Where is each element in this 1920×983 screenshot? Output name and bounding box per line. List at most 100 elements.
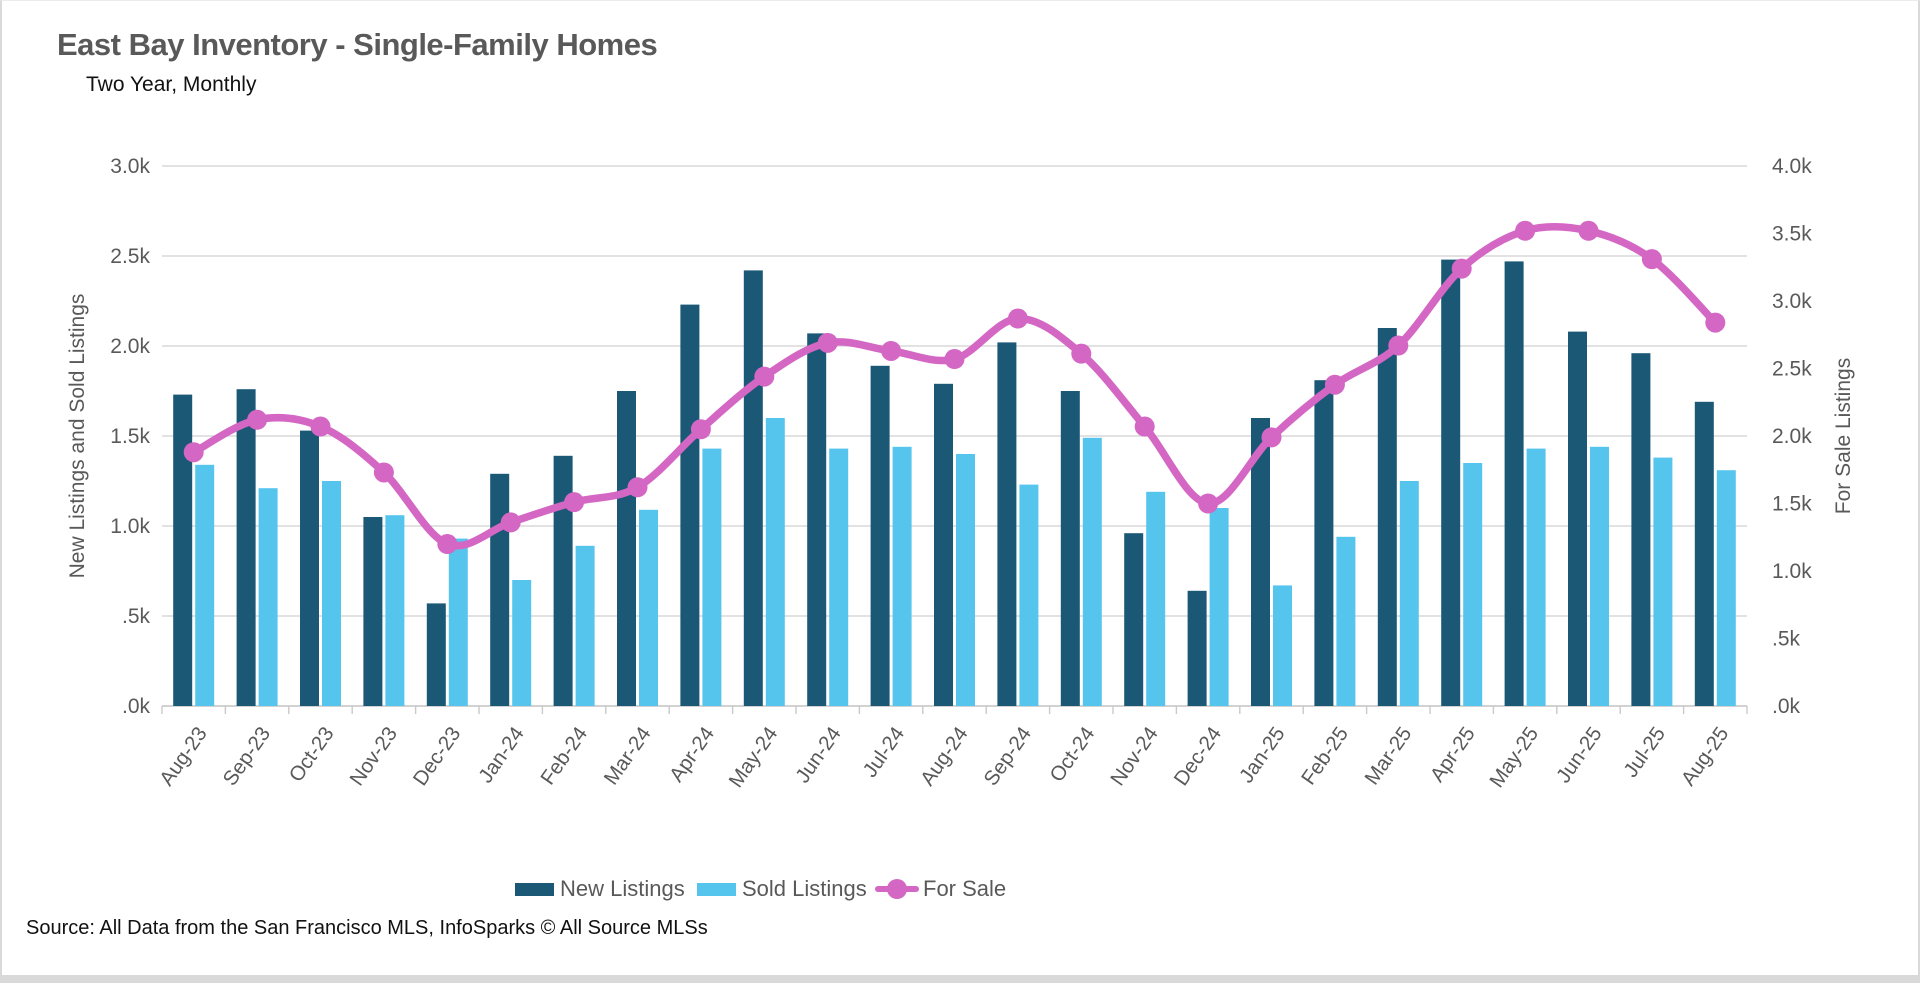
bar-new-listings-May-25[interactable] [1504, 261, 1524, 706]
right-axis-tick-label: 2.0k [1772, 425, 1812, 448]
x-axis-label: Dec-23 [409, 723, 466, 790]
bar-sold-listings-Jan-24[interactable] [512, 580, 532, 706]
legend-dot-for-sale [887, 879, 907, 899]
bar-new-listings-Oct-23[interactable] [300, 430, 319, 706]
for-sale-point-Feb-24[interactable] [564, 492, 585, 513]
bar-sold-listings-Mar-24[interactable] [639, 509, 658, 706]
bar-sold-listings-Jul-25[interactable] [1653, 457, 1673, 706]
for-sale-point-Feb-25[interactable] [1324, 374, 1345, 395]
x-axis-label: May-25 [1485, 723, 1543, 792]
bar-new-listings-Jan-25[interactable] [1251, 418, 1270, 706]
bar-new-listings-Apr-25[interactable] [1441, 259, 1461, 706]
bar-sold-listings-Feb-24[interactable] [575, 545, 595, 706]
bar-new-listings-May-24[interactable] [743, 270, 763, 706]
x-axis-label: Aug-25 [1677, 723, 1734, 790]
for-sale-point-Jun-24[interactable] [817, 332, 838, 353]
for-sale-point-Mar-25[interactable] [1388, 335, 1409, 356]
bar-new-listings-Mar-24[interactable] [617, 391, 636, 706]
for-sale-point-Jul-25[interactable] [1641, 249, 1662, 270]
bar-sold-listings-Jul-24[interactable] [892, 446, 912, 706]
for-sale-point-Sep-24[interactable] [1007, 308, 1028, 329]
legend-item-for-sale[interactable]: For Sale [875, 875, 1006, 903]
right-axis-tick-label: 1.0k [1772, 560, 1812, 583]
right-axis-tick-label: .5k [1772, 628, 1801, 651]
x-axis-label: May-24 [724, 723, 782, 792]
bottom-scrollbar-track [2, 975, 1918, 983]
bar-new-listings-Feb-24[interactable] [553, 455, 573, 706]
for-sale-point-Aug-24[interactable] [944, 349, 965, 370]
for-sale-line[interactable] [189, 222, 1720, 550]
bar-sold-listings-May-25[interactable] [1526, 448, 1546, 706]
bar-sold-listings-Aug-25[interactable] [1716, 470, 1736, 706]
for-sale-point-Mar-24[interactable] [627, 477, 648, 498]
bar-new-listings-Sep-23[interactable] [236, 389, 256, 706]
for-sale-point-Dec-23[interactable] [437, 534, 458, 554]
bar-sold-listings-Oct-23[interactable] [322, 481, 341, 706]
bar-sold-listings-Sep-24[interactable] [1019, 484, 1039, 706]
right-axis-tick-label: 3.0k [1772, 290, 1812, 313]
x-axis-label: Jun-25 [1552, 723, 1607, 788]
bar-new-listings-Apr-24[interactable] [680, 304, 700, 706]
bar-new-listings-Jul-25[interactable] [1631, 353, 1651, 706]
bar-sold-listings-Oct-24[interactable] [1082, 437, 1102, 706]
bar-new-listings-Jan-24[interactable] [490, 473, 510, 706]
bar-new-listings-Nov-24[interactable] [1124, 533, 1144, 706]
for-sale-point-Aug-25[interactable] [1705, 312, 1726, 333]
legend-label-for-sale: For Sale [923, 876, 1007, 901]
bar-new-listings-Feb-25[interactable] [1314, 380, 1334, 706]
bar-sold-listings-Sep-23[interactable] [258, 488, 278, 706]
bar-new-listings-Aug-24[interactable] [934, 383, 953, 706]
bar-sold-listings-Dec-23[interactable] [448, 538, 468, 706]
bar-sold-listings-Jun-25[interactable] [1590, 446, 1609, 706]
bar-sold-listings-Dec-24[interactable] [1209, 508, 1229, 706]
bar-sold-listings-Feb-25[interactable] [1336, 536, 1356, 706]
for-sale-point-May-24[interactable] [754, 366, 775, 387]
for-sale-point-Nov-23[interactable] [373, 462, 394, 483]
bar-new-listings-Dec-24[interactable] [1187, 590, 1207, 706]
bar-sold-listings-Jan-25[interactable] [1273, 585, 1292, 706]
legend-item-sold-listings[interactable]: Sold Listings [697, 875, 867, 903]
for-sale-point-Dec-24[interactable] [1198, 493, 1219, 514]
bar-sold-listings-Jun-24[interactable] [829, 448, 849, 706]
bar-new-listings-Jun-25[interactable] [1568, 331, 1587, 706]
bar-sold-listings-Apr-24[interactable] [702, 448, 722, 706]
bar-sold-listings-Apr-25[interactable] [1463, 463, 1483, 706]
for-sale-point-Oct-24[interactable] [1071, 343, 1092, 364]
x-axis-label: Sep-24 [979, 723, 1036, 790]
bar-sold-listings-Nov-23[interactable] [385, 515, 405, 706]
legend-label-new-listings: New Listings [560, 876, 685, 901]
bar-new-listings-Oct-24[interactable] [1060, 391, 1080, 706]
right-axis-tick-label: .0k [1772, 695, 1801, 718]
for-sale-point-Aug-23[interactable] [183, 442, 204, 463]
bar-sold-listings-Aug-24[interactable] [956, 454, 975, 706]
for-sale-point-Jan-24[interactable] [500, 512, 521, 533]
bar-new-listings-Sep-24[interactable] [997, 342, 1017, 706]
chart-legend: New Listings Sold Listings For Sale [2, 875, 1918, 905]
bar-new-listings-Aug-23[interactable] [173, 394, 193, 706]
for-sale-point-May-25[interactable] [1515, 220, 1536, 241]
x-axis-label: Jun-24 [791, 723, 846, 788]
bar-sold-listings-May-24[interactable] [765, 418, 785, 706]
for-sale-point-Sep-23[interactable] [247, 409, 268, 430]
bar-new-listings-Dec-23[interactable] [426, 603, 446, 706]
for-sale-point-Jun-25[interactable] [1578, 220, 1599, 241]
x-axis-label: Apr-24 [665, 723, 719, 787]
for-sale-point-Apr-25[interactable] [1451, 258, 1472, 279]
left-axis-tick-label: .5k [122, 605, 151, 628]
bar-sold-listings-Aug-23[interactable] [195, 464, 215, 706]
bar-sold-listings-Nov-24[interactable] [1146, 491, 1166, 706]
for-sale-point-Jan-25[interactable] [1261, 427, 1282, 448]
bar-new-listings-Nov-23[interactable] [363, 517, 383, 706]
bar-new-listings-Jun-24[interactable] [807, 333, 827, 706]
bar-sold-listings-Mar-25[interactable] [1399, 481, 1419, 706]
for-sale-point-Jul-24[interactable] [881, 340, 902, 361]
legend-swatch-sold-listings [697, 882, 736, 896]
x-axis-label: Jan-25 [1235, 723, 1290, 788]
for-sale-point-Nov-24[interactable] [1134, 416, 1155, 437]
for-sale-point-Oct-23[interactable] [310, 416, 331, 437]
for-sale-point-Apr-24[interactable] [690, 419, 711, 440]
legend-item-new-listings[interactable]: New Listings [515, 875, 685, 903]
bar-new-listings-Aug-25[interactable] [1694, 401, 1714, 706]
bar-new-listings-Mar-25[interactable] [1377, 328, 1397, 706]
bar-new-listings-Jul-24[interactable] [870, 365, 890, 706]
